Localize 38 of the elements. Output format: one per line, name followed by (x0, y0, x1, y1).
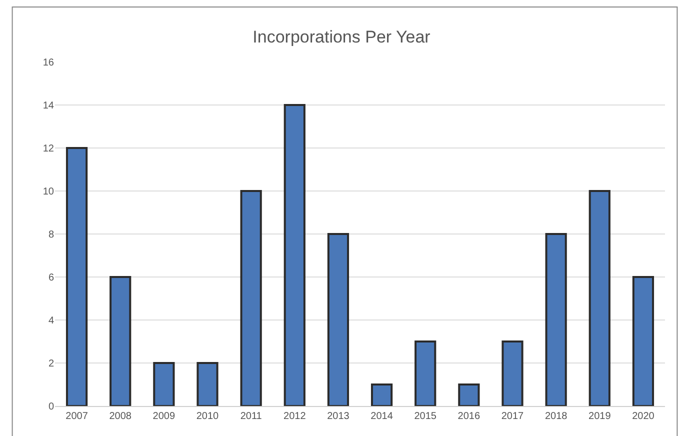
x-tick-label: 2019 (588, 411, 612, 422)
x-tick-label: 2018 (544, 411, 568, 422)
x-tick-label: 2009 (152, 411, 176, 422)
bar (502, 340, 524, 406)
y-tick-label: 10 (42, 186, 54, 198)
x-tick-label: 2008 (109, 411, 132, 422)
x-tick-label: 2014 (370, 411, 394, 422)
x-tick-label: 2011 (240, 411, 262, 422)
y-tick-label: 8 (48, 230, 54, 240)
bar (327, 233, 350, 406)
x-tick-label: 2012 (284, 411, 306, 422)
x-tick-label: 2017 (501, 411, 524, 422)
bar (370, 384, 393, 406)
bar (545, 233, 567, 406)
y-tick-label: 16 (42, 58, 54, 68)
y-tick-label: 12 (42, 144, 54, 154)
x-tick-label: 2007 (66, 411, 88, 422)
x-tick-label: 2020 (632, 411, 655, 422)
bar (588, 190, 610, 406)
chart-title: Incorporations Per Year (252, 27, 431, 46)
y-tick-label: 14 (42, 100, 54, 112)
bar (632, 276, 654, 406)
bar (66, 147, 88, 406)
bar (110, 276, 132, 406)
bar (240, 190, 262, 406)
bar (196, 362, 218, 406)
y-tick-label: 2 (48, 358, 54, 370)
x-tick-label: 2015 (414, 411, 437, 422)
x-tick-label: 2013 (327, 411, 350, 422)
bar (414, 340, 436, 406)
bar (153, 362, 175, 406)
x-tick-label: 2010 (196, 411, 220, 422)
x-tick-label: 2016 (458, 411, 480, 422)
y-tick-label: 4 (48, 316, 54, 326)
y-tick-label: 6 (48, 272, 54, 284)
y-tick-label: 0 (48, 402, 54, 412)
bar (284, 104, 306, 406)
bar (458, 384, 480, 406)
